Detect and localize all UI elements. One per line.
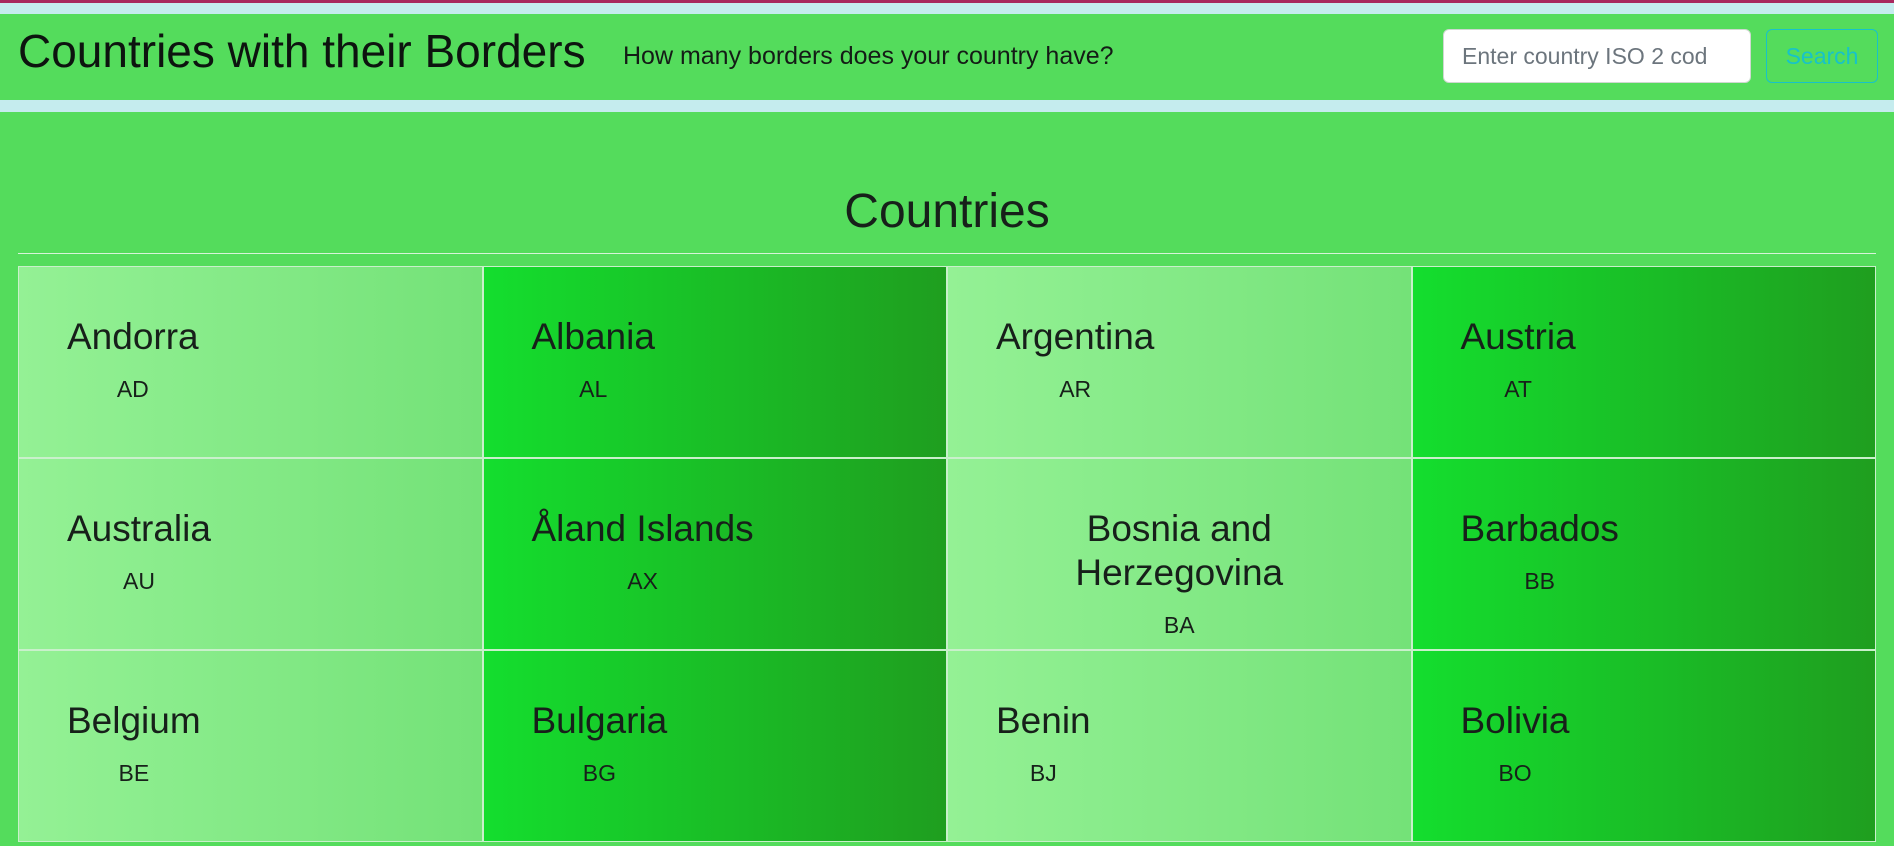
country-card-at[interactable]: Austria AT	[1411, 266, 1876, 458]
country-code: BE	[118, 760, 150, 786]
country-name: Andorra	[67, 316, 199, 357]
top-light-stripe	[0, 3, 1894, 14]
country-name: Bolivia	[1460, 700, 1570, 741]
country-card-al[interactable]: Albania AL	[482, 266, 947, 458]
top-accent-stripe	[0, 0, 1894, 3]
heading-divider	[18, 253, 1876, 254]
country-name: Belgium	[67, 700, 201, 741]
country-code: BA	[1163, 612, 1195, 638]
country-code: AX	[627, 568, 658, 594]
country-code: BO	[1498, 760, 1532, 786]
country-card-ar[interactable]: Argentina AR	[947, 266, 1412, 458]
country-grid: Andorra AD Albania AL Argentina AR Austr…	[18, 266, 1876, 842]
country-name: Argentina	[996, 316, 1155, 357]
country-name: Albania	[531, 316, 655, 357]
country-code: AL	[579, 376, 608, 402]
navbar: Countries with their Borders How many bo…	[0, 14, 1894, 100]
country-name: Australia	[67, 508, 211, 549]
country-code: AD	[116, 376, 149, 402]
country-code: BJ	[1029, 760, 1057, 786]
country-card-ad[interactable]: Andorra AD	[18, 266, 483, 458]
site-tagline: How many borders does your country have?	[623, 42, 1114, 70]
country-card-ax[interactable]: Åland Islands AX	[482, 458, 947, 650]
navbar-divider	[0, 100, 1894, 112]
country-name: Austria	[1460, 316, 1576, 357]
site-brand[interactable]: Countries with their Borders	[18, 25, 586, 77]
country-code: BG	[582, 760, 616, 786]
country-name: Benin	[996, 700, 1091, 741]
country-name: Bosnia and Herzegovina	[1075, 508, 1284, 593]
country-code: AU	[123, 568, 155, 594]
country-card-bj[interactable]: Benin BJ	[947, 650, 1412, 842]
country-card-ba[interactable]: Bosnia and Herzegovina BA	[947, 458, 1412, 650]
countries-heading: Countries	[844, 185, 1050, 238]
country-code: AT	[1504, 376, 1532, 402]
search-button[interactable]: Search	[1766, 29, 1878, 83]
country-code: AR	[1059, 376, 1092, 402]
country-card-be[interactable]: Belgium BE	[18, 650, 483, 842]
country-name: Barbados	[1460, 508, 1619, 549]
country-name: Bulgaria	[531, 700, 668, 741]
country-card-bb[interactable]: Barbados BB	[1411, 458, 1876, 650]
country-card-bg[interactable]: Bulgaria BG	[482, 650, 947, 842]
country-code-search-input[interactable]	[1443, 29, 1751, 83]
country-card-bo[interactable]: Bolivia BO	[1411, 650, 1876, 842]
country-name: Åland Islands	[531, 508, 754, 549]
country-card-au[interactable]: Australia AU	[18, 458, 483, 650]
country-code: BB	[1524, 568, 1556, 594]
